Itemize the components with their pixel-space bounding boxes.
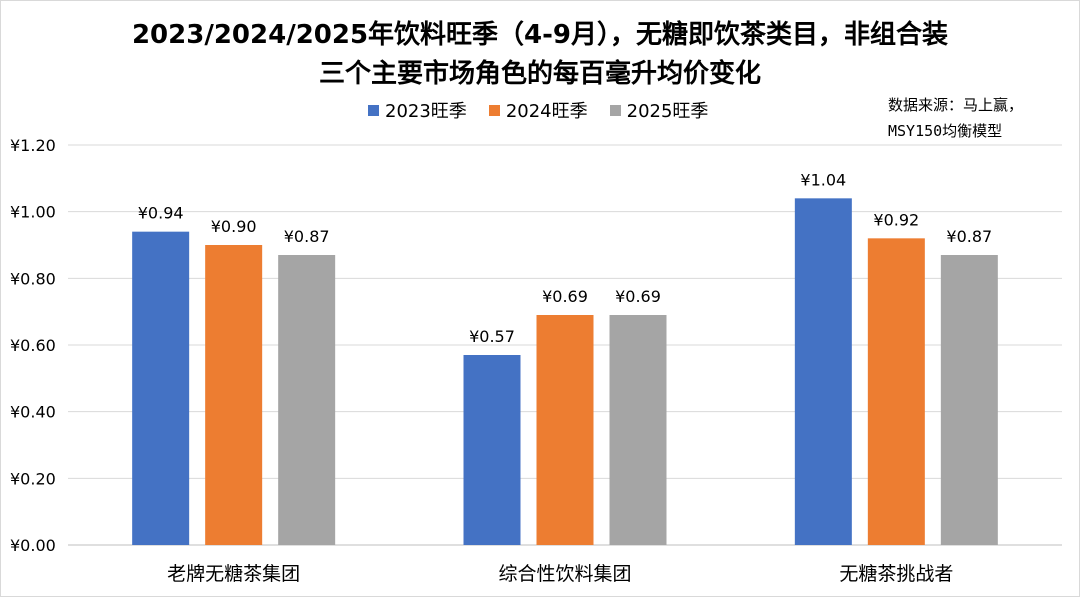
legend-label-2025: 2025旺季 [626,101,709,122]
data-label: ¥0.69 [542,287,588,306]
legend-swatch-2024 [488,104,500,116]
legend-label-2024: 2024旺季 [505,101,588,122]
y-tick-label: ¥0.80 [10,269,56,288]
bar [463,355,521,545]
y-tick-label: ¥1.00 [10,203,56,222]
chart-title-line1: 2023/2024/2025年饮料旺季（4-9月），无糖即饮茶类目，非组合装 [131,20,949,50]
x-category-label: 无糖茶挑战者 [839,563,953,585]
data-label: ¥0.69 [615,287,661,306]
y-tick-label: ¥1.20 [10,136,56,155]
data-label: ¥0.87 [946,227,992,246]
y-tick-label: ¥0.60 [10,336,56,355]
bar [132,231,190,545]
data-label: ¥0.90 [211,217,257,236]
x-category-label: 综合性饮料集团 [498,563,631,585]
legend-label-2023: 2023旺季 [385,101,467,122]
y-tick-label: ¥0.20 [10,469,56,488]
y-tick-label: ¥0.40 [10,403,56,422]
chart-title-line2: 三个主要市场角色的每百毫升均价变化 [318,59,761,89]
legend-item-2025: 2025旺季 [609,97,709,123]
legend-swatch-2023 [368,104,379,116]
x-category-label: 老牌无糖茶集团 [167,563,300,585]
bar [278,255,336,545]
legend-item-2024: 2024旺季 [488,97,588,123]
bar [867,238,925,546]
bar [609,315,667,545]
legend-swatch-2025 [609,104,621,116]
data-label: ¥0.94 [138,204,184,223]
data-label: ¥1.04 [800,170,846,189]
bar [794,198,852,546]
bar [536,315,594,545]
data-label: ¥0.57 [469,327,515,346]
y-tick-label: ¥0.00 [10,536,56,555]
bar [205,245,263,545]
data-label: ¥0.92 [873,210,919,229]
chart-legend: 2023旺季 2024旺季 2025旺季 [368,98,730,122]
data-label: ¥0.87 [284,227,330,246]
legend-item-2023: 2023旺季 [368,97,467,123]
source-line-1: 数据来源：马上赢， [888,96,1024,114]
source-line-2: MSY150均衡模型 [888,122,1003,140]
bar [940,255,998,545]
source-note: 数据来源：马上赢， MSY150均衡模型 [888,92,1023,144]
